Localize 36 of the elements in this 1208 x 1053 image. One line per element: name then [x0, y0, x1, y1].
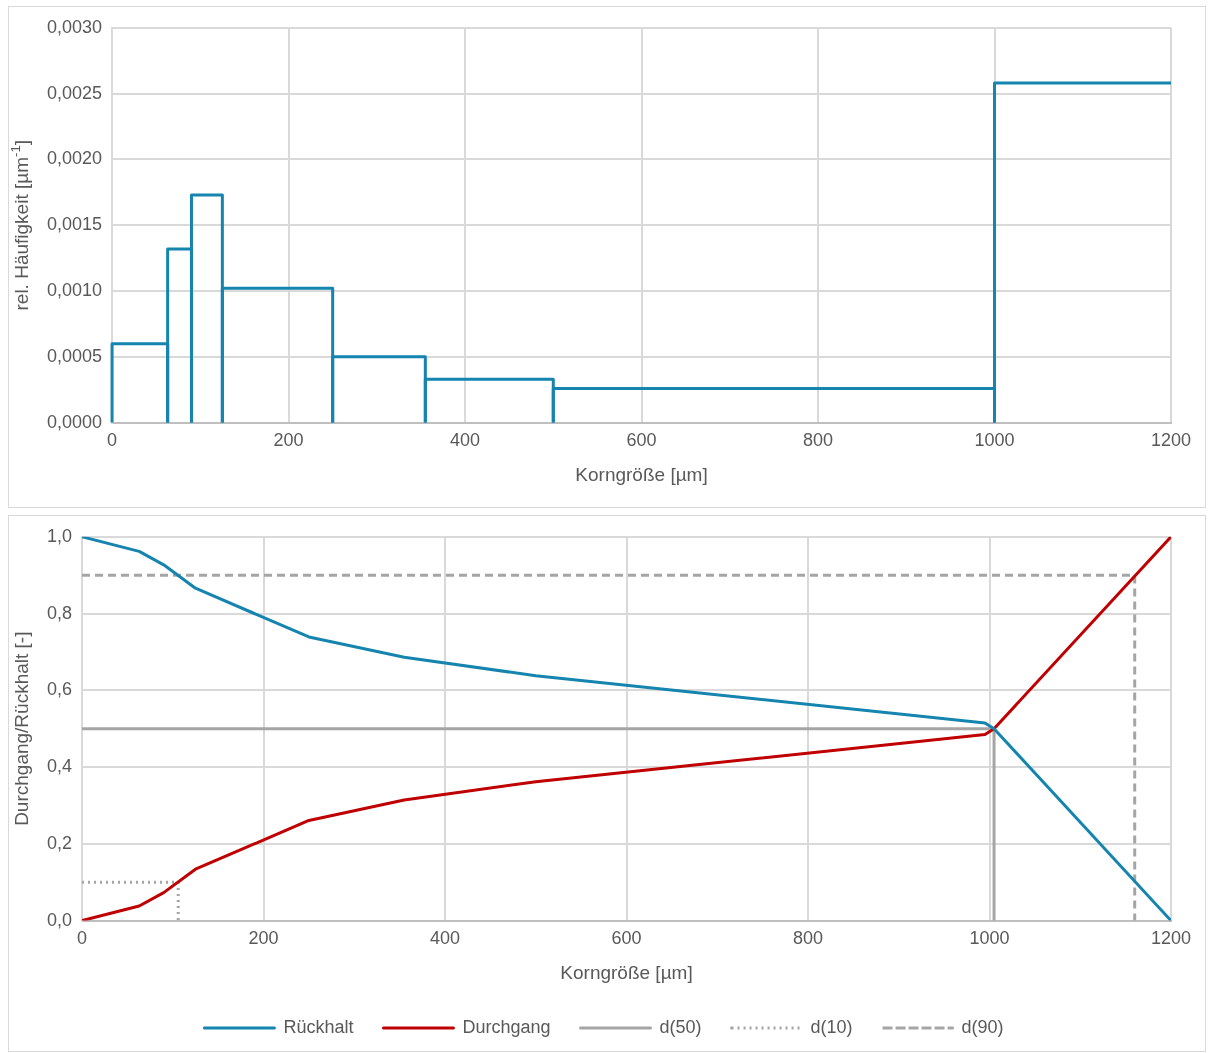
y-tick-label: 0,8: [46, 602, 73, 623]
y-tick-label: 0,0005: [46, 345, 103, 366]
y-tick-label: 0,0020: [46, 148, 103, 169]
legend-label: d(50): [659, 1016, 702, 1037]
x-axis-title: Korngröße [µm]: [575, 463, 708, 485]
x-tick-label: 400: [429, 928, 461, 949]
x-tick-label: 1200: [1150, 928, 1192, 949]
legend-label: Durchgang: [462, 1016, 551, 1037]
y-tick-label: 0,0015: [46, 214, 103, 235]
legend-label: Rückhalt: [283, 1016, 354, 1037]
x-tick-label: 600: [626, 430, 657, 451]
x-tick-label: 800: [792, 928, 824, 949]
x-tick-label: 0: [77, 928, 88, 949]
y-tick-label: 0,0000: [46, 411, 103, 432]
y-tick-label: 0,4: [46, 756, 73, 777]
y-tick-label: 1,0: [46, 525, 73, 546]
x-tick-label: 1200: [1150, 430, 1192, 451]
x-tick-label: 1000: [969, 928, 1010, 949]
y-tick-label: 0,6: [46, 679, 73, 700]
y-tick-label: 0,0: [46, 909, 73, 930]
x-tick-label: 400: [450, 430, 481, 451]
y-tick-label: 0,0025: [46, 82, 103, 103]
legend-label: d(10): [810, 1016, 853, 1037]
y-axis-title: Durchgang/Rückhalt [-]: [11, 631, 33, 826]
y-tick-label: 0,2: [46, 832, 73, 853]
y-tick-label: 0,0030: [46, 16, 103, 37]
x-tick-label: 600: [611, 928, 642, 949]
y-tick-label: 0,0010: [46, 279, 103, 300]
legend-label: d(90): [961, 1016, 1004, 1037]
x-tick-label: 0: [107, 430, 118, 451]
x-tick-label: 200: [273, 430, 304, 451]
y-axis-title: rel. Häufigkeit [µm-1]: [8, 139, 33, 311]
x-axis-title: Korngröße [µm]: [560, 961, 693, 983]
x-tick-label: 800: [802, 430, 834, 451]
x-tick-label: 200: [248, 928, 279, 949]
x-tick-label: 1000: [974, 430, 1015, 451]
